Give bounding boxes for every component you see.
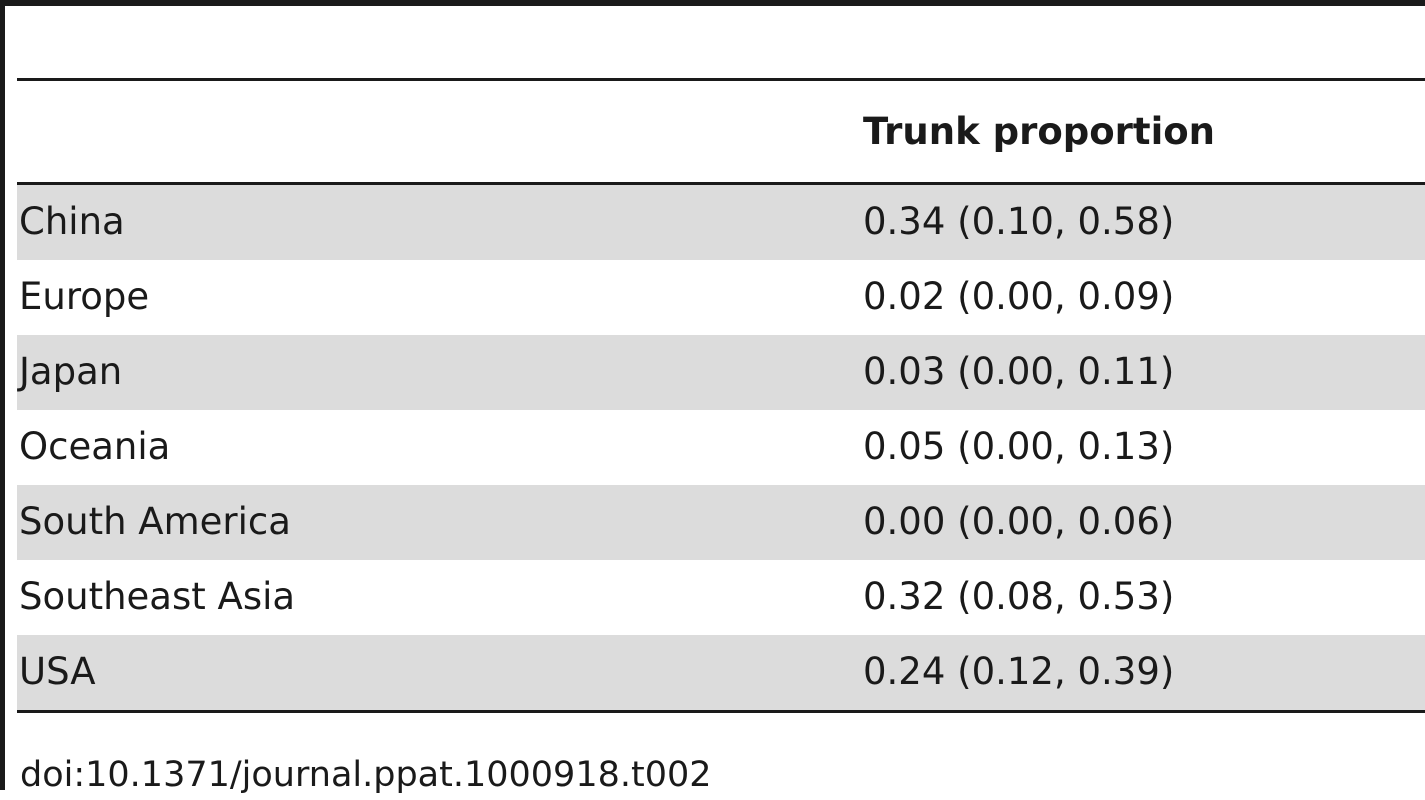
table-bottom-rule: [17, 710, 1425, 713]
header-trunk-proportion: Trunk proportion: [863, 110, 1216, 153]
table-row: USA 0.24 (0.12, 0.39): [17, 635, 1425, 710]
table-row: South America 0.00 (0.00, 0.06): [17, 485, 1425, 560]
table-row: Oceania 0.05 (0.00, 0.13): [17, 410, 1425, 485]
region-cell: Europe: [19, 275, 150, 318]
region-cell: China: [19, 200, 125, 243]
value-cell: 0.24 (0.12, 0.39): [863, 650, 1175, 693]
value-cell: 0.03 (0.00, 0.11): [863, 350, 1175, 393]
value-cell: 0.34 (0.10, 0.58): [863, 200, 1175, 243]
top-border-rule: [0, 0, 1425, 6]
value-cell: 0.05 (0.00, 0.13): [863, 425, 1175, 468]
table-row: Southeast Asia 0.32 (0.08, 0.53): [17, 560, 1425, 635]
table-top-rule: [17, 78, 1425, 81]
table-header-rule: [17, 182, 1425, 185]
table-row: Europe 0.02 (0.00, 0.09): [17, 260, 1425, 335]
value-cell: 0.02 (0.00, 0.09): [863, 275, 1175, 318]
left-border-rule: [0, 0, 5, 790]
table-row: China 0.34 (0.10, 0.58): [17, 185, 1425, 260]
region-cell: South America: [19, 500, 291, 543]
table-row: Japan 0.03 (0.00, 0.11): [17, 335, 1425, 410]
region-cell: USA: [19, 650, 96, 693]
doi-link[interactable]: doi:10.1371/journal.ppat.1000918.t002: [20, 755, 712, 795]
value-cell: 0.32 (0.08, 0.53): [863, 575, 1175, 618]
value-cell: 0.00 (0.00, 0.06): [863, 500, 1175, 543]
region-cell: Southeast Asia: [19, 575, 296, 618]
data-table: Trunk proportion China 0.34 (0.10, 0.58)…: [17, 78, 1425, 713]
region-cell: Oceania: [19, 425, 171, 468]
table-header-row: Trunk proportion: [17, 81, 1425, 182]
region-cell: Japan: [19, 350, 123, 393]
